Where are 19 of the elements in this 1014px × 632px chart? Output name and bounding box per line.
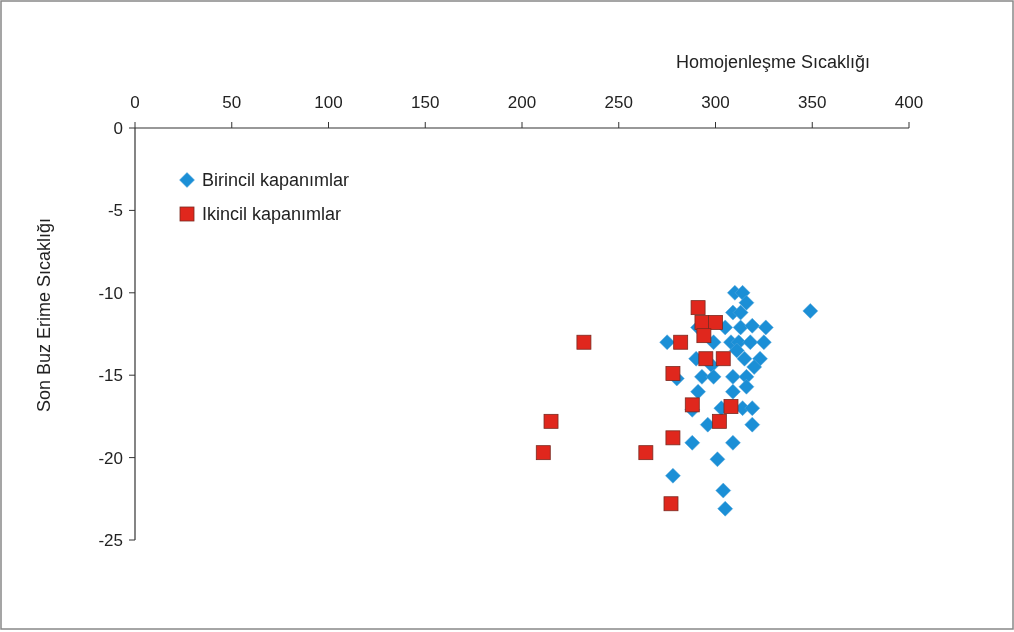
x-tick-label: 150 [411,93,440,112]
y-tick-label: 0 [113,119,123,138]
x-tick-label: 400 [894,93,924,112]
y-axis-title: Son Buz Erime Sıcaklığı [34,217,54,413]
x-tick-label: 250 [604,93,633,112]
y-tick-label: -25 [98,531,123,550]
x-tick-label: 300 [701,93,730,112]
y-tick-label: -10 [98,283,123,303]
y-tick-label: -20 [98,448,123,468]
y-tick-label: -15 [98,366,123,386]
x-tick-label: 350 [798,93,827,112]
x-tick-label: 100 [314,93,343,112]
x-tick-label: 0 [130,93,140,112]
y-tick-label: -5 [107,201,123,221]
legend-label: Birincil kapanımlar [202,170,350,190]
x-tick-label: 50 [222,93,242,112]
legend-label: Ikincil kapanımlar [202,204,342,224]
x-tick-label: 200 [507,93,537,112]
x-axis-title: Homojenleşme Sıcaklığı [675,52,871,72]
